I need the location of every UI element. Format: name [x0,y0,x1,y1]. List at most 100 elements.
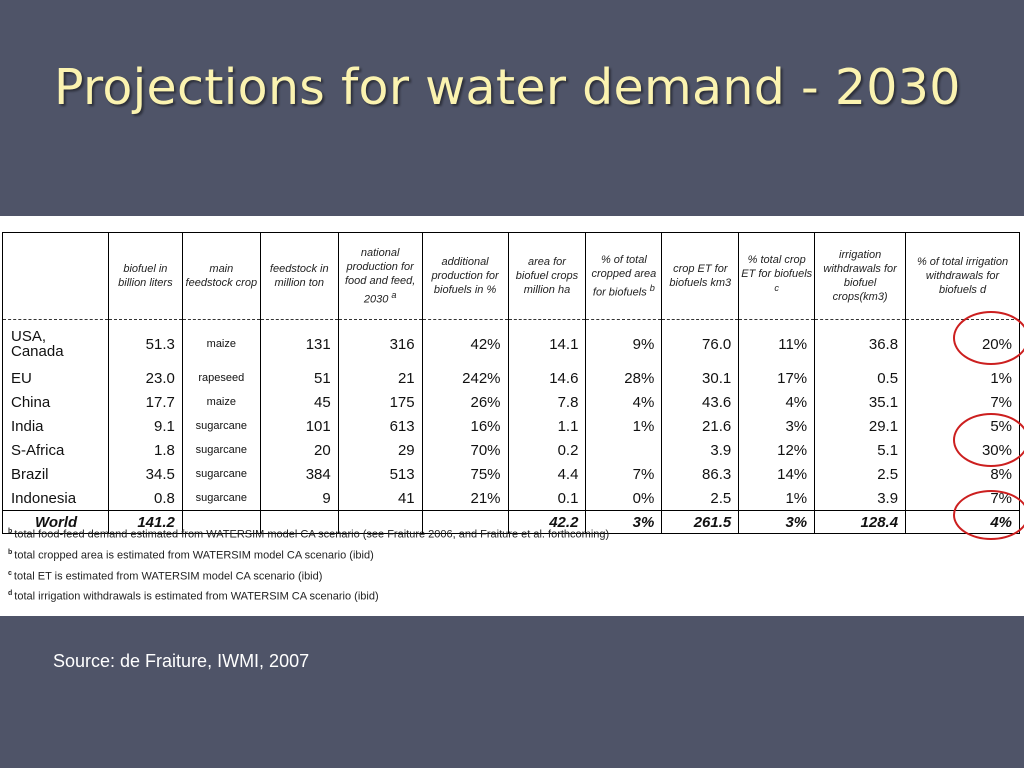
table-cell: 42.2 [507,510,587,534]
table-cell: 3% [738,510,816,534]
header-cell: crop ET for biofuels km3 [661,232,740,320]
table-cell: 128.4 [814,510,907,534]
table-cell: sugarcane [181,438,261,462]
table-cell: 175 [337,390,423,414]
table-cell: 14.1 [507,319,587,366]
table-cell: 45 [259,390,339,414]
table-row: Indonesia 0.8 sugarcane 9 41 21% 0.1 0% … [2,486,1020,511]
table-cell: 141.2 [107,510,183,534]
table-cell: 1% [738,486,816,511]
table-cell: 101 [259,414,339,438]
table-cell: 131 [259,319,339,366]
table-cell: 17% [738,366,816,390]
table-row: China 17.7 maize 45 175 26% 7.8 4% 43.6 … [2,390,1020,414]
table-cell: maize [181,319,261,366]
table-cell: 0.8 [107,486,183,511]
table-cell: 29.1 [814,414,907,438]
table-cell: 242% [421,366,509,390]
table-cell: sugarcane [181,414,261,438]
table-cell: 2.5 [661,486,740,511]
table-cell: 14.6 [507,366,587,390]
slide-title: Projections for water demand - 2030 [54,59,961,116]
table-row: Brazil 34.5 sugarcane 384 513 75% 4.4 7%… [2,462,1020,486]
table-cell: 16% [421,414,509,438]
table-cell: 3.9 [661,438,740,462]
table-cell: 7% [585,462,663,486]
header-cell: % of total irrigation withdrawals for bi… [905,232,1020,320]
table-cell: sugarcane [181,462,261,486]
table-cell: 9.1 [107,414,183,438]
table-cell: 3% [585,510,663,534]
table-cell: 0.5 [814,366,907,390]
table-row: EU 23.0 rapeseed 51 21 242% 14.6 28% 30.… [2,366,1020,390]
country-cell: USA, Canada [2,319,109,366]
table-cell: 23.0 [107,366,183,390]
table-cell: 316 [337,319,423,366]
table-cell: 1% [905,366,1020,390]
header-cell: main feedstock crop [181,232,261,320]
table-cell: rapeseed [181,366,261,390]
table-cell: 7% [905,390,1020,414]
table-cell [181,510,261,534]
table-cell: 513 [337,462,423,486]
table-cell: 34.5 [107,462,183,486]
table-cell: 0.1 [507,486,587,511]
footnote: d total irrigation withdrawals is estimat… [8,590,379,603]
table-cell: 261.5 [661,510,740,534]
table-cell [337,510,423,534]
table-cell: 21% [421,486,509,511]
table-cell: 86.3 [661,462,740,486]
table-cell: 76.0 [661,319,740,366]
table-cell: 28% [585,366,663,390]
country-cell: India [2,414,109,438]
table-cell: 51.3 [107,319,183,366]
table-cell: 70% [421,438,509,462]
table-cell: 0.2 [507,438,587,462]
table-cell: 26% [421,390,509,414]
table-cell: 384 [259,462,339,486]
header-cell: % of total cropped area for biofuels b [585,232,663,320]
table-cell: 43.6 [661,390,740,414]
table-cell: 12% [738,438,816,462]
country-cell: Brazil [2,462,109,486]
table-cell: 1% [585,414,663,438]
header-cell: area for biofuel crops million ha [507,232,587,320]
table-cell: 11% [738,319,816,366]
total-row: World 141.2 42.2 3% 261.5 3% 128.4 4% [2,510,1020,534]
highlight-circle [953,490,1024,540]
table-cell: 613 [337,414,423,438]
footnote: b total cropped area is estimated from WA… [8,549,374,562]
country-cell: Indonesia [2,486,109,511]
table-cell: 7.8 [507,390,587,414]
table-cell: 14% [738,462,816,486]
table-cell: 4% [585,390,663,414]
table-panel: biofuel in billion liters main feedstock… [0,216,1024,616]
country-cell: S-Africa [2,438,109,462]
table-row: USA, Canada 51.3 maize 131 316 42% 14.1 … [2,319,1020,366]
table-cell: 5.1 [814,438,907,462]
table-cell: 17.7 [107,390,183,414]
table-row: India 9.1 sugarcane 101 613 16% 1.1 1% 2… [2,414,1020,438]
table-cell [259,510,339,534]
source-citation: Source: de Fraiture, IWMI, 2007 [53,651,310,671]
table-cell: 1.1 [507,414,587,438]
table-cell: 9% [585,319,663,366]
highlight-circle [953,311,1024,365]
header-cell: additional production for biofuels in % [421,232,509,320]
highlight-circle [953,413,1024,467]
header-row: biofuel in billion liters main feedstock… [2,232,1020,320]
header-cell: feedstock in million ton [259,232,339,320]
country-cell: China [2,390,109,414]
country-cell: EU [2,366,109,390]
country-cell: World [2,510,109,534]
header-cell: % total crop ET for biofuels c [738,232,816,320]
table-cell: 3% [738,414,816,438]
header-cell: national production for food and feed, 2… [337,232,423,320]
table-cell [585,438,663,462]
table-row: S-Africa 1.8 sugarcane 20 29 70% 0.2 3.9… [2,438,1020,462]
table-cell: 36.8 [814,319,907,366]
table-cell [421,510,509,534]
table-cell: 0% [585,486,663,511]
table-cell: 2.5 [814,462,907,486]
table-cell: 4.4 [507,462,587,486]
